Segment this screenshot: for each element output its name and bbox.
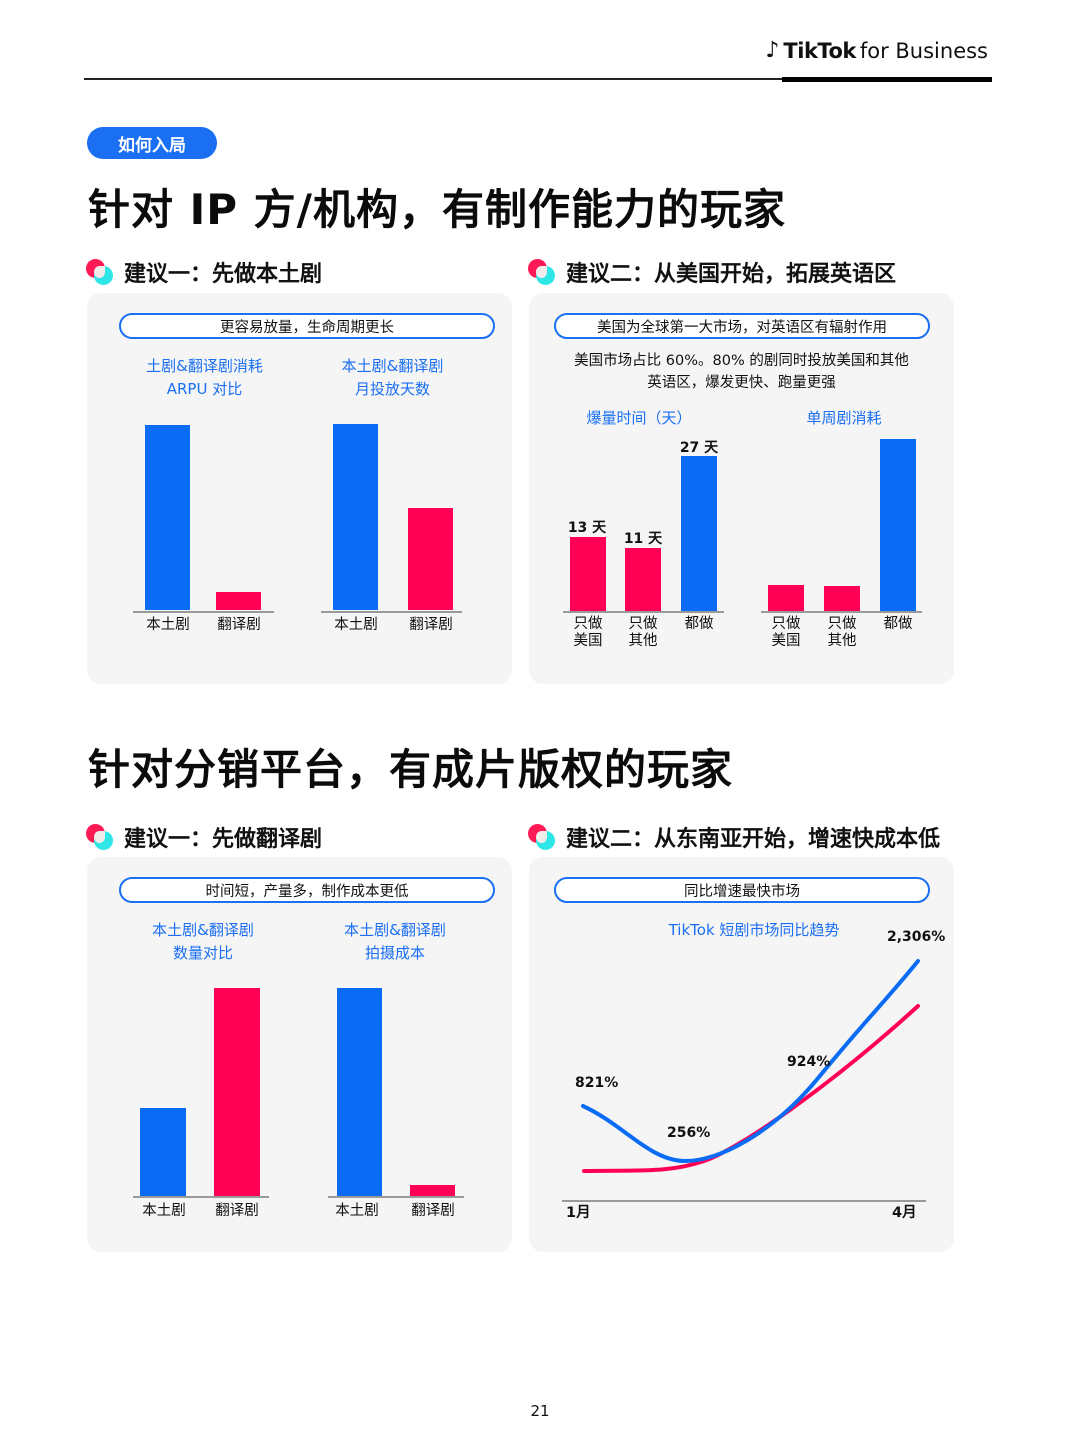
bar-local [145, 425, 190, 610]
heading-text: 建议一：先做翻译剧 [124, 827, 323, 852]
x-label: 翻译剧 [215, 1203, 259, 1219]
brand-name: TikTok [783, 38, 856, 63]
chart-title: 单周剧消耗 [806, 409, 882, 427]
section2-right-heading: 建议二：从东南亚开始，增速快成本低 [528, 821, 940, 853]
bar-both [681, 456, 717, 611]
bullet-circles-icon [86, 824, 114, 850]
x-label: 本土剧 [334, 617, 378, 633]
x-label: 翻译剧 [409, 617, 453, 633]
x-axis [133, 1196, 269, 1198]
value-label: 13 天 [567, 520, 607, 536]
section2-left-heading: 建议一：先做翻译剧 [86, 821, 322, 853]
x-label: 本土剧 [335, 1203, 379, 1219]
x-axis [563, 611, 724, 613]
chart-title: 爆量时间（天） [586, 409, 692, 427]
x-label: 本土剧 [142, 1203, 186, 1219]
card-banner: 美国为全球第一大市场，对英语区有辐射作用 [554, 313, 930, 339]
bar-other-only [824, 586, 860, 611]
tiktok-note-icon: ♪ [765, 38, 780, 63]
x-label: 都做 [684, 616, 714, 632]
card-banner: 更容易放量，生命周期更长 [119, 313, 495, 339]
bar-translated [408, 508, 453, 610]
page-number: 21 [530, 1402, 550, 1420]
bar-translated [214, 988, 260, 1196]
x-axis [321, 611, 462, 613]
card-us-market: 美国为全球第一大市场，对英语区有辐射作用 美国市场占比 60%。80% 的剧同时… [529, 293, 954, 684]
x-label: 只做 美国 [573, 616, 603, 649]
heading-text: 建议二：从东南亚开始，增速快成本低 [566, 827, 941, 852]
x-label: 只做 其他 [827, 616, 857, 649]
header-divider-accent [782, 77, 992, 82]
bar-local [140, 1108, 186, 1196]
data-label: 821% [575, 1075, 619, 1091]
value-label: 27 天 [679, 440, 719, 456]
x-label-start: 1月 [566, 1205, 591, 1221]
section1-title: 针对 IP 方/机构，有制作能力的玩家 [88, 185, 786, 234]
chart-title: 本土剧&翻译剧 月投放天数 [341, 357, 444, 398]
data-label: 924% [787, 1054, 831, 1070]
value-label: 11 天 [623, 531, 663, 547]
x-label: 都做 [883, 616, 913, 632]
x-axis [761, 611, 922, 613]
bullet-circles-icon [86, 259, 114, 285]
bar-us-only [768, 585, 804, 611]
x-label: 翻译剧 [411, 1203, 455, 1219]
brand-suffix: for Business [859, 38, 988, 63]
bullet-circles-icon [528, 824, 556, 850]
heading-text: 建议一：先做本土剧 [124, 262, 323, 287]
card-description: 美国市场占比 60%。80% 的剧同时投放美国和其他 英语区，爆发更快、跑量更强 [574, 353, 909, 391]
bar-translated [410, 1185, 455, 1196]
x-axis [328, 1196, 464, 1198]
section-tag: 如何入局 [87, 127, 217, 159]
bullet-circles-icon [528, 259, 556, 285]
bar-both [880, 439, 916, 611]
brand-logo: ♪ TikTok for Business [765, 38, 988, 63]
card-translated-drama: 时间短，产量多，制作成本更低 本土剧&翻译剧 数量对比 本土剧&翻译剧 拍摄成本 本… [87, 857, 512, 1252]
x-label: 翻译剧 [217, 617, 261, 633]
chart-title: 本土剧&翻译剧 数量对比 [152, 921, 254, 962]
data-label: 256% [667, 1125, 711, 1141]
x-label: 只做 其他 [628, 616, 658, 649]
section2-title: 针对分销平台，有成片版权的玩家 [88, 745, 734, 794]
x-axis [133, 611, 274, 613]
bar-translated [216, 592, 261, 610]
data-label: 2,306% [887, 929, 946, 945]
x-label-end: 4月 [892, 1205, 917, 1221]
bar-other-only [625, 548, 661, 611]
bar-local [337, 988, 382, 1196]
card-local-drama: 更容易放量，生命周期更长 土剧&翻译剧消耗 ARPU 对比 本土剧&翻译剧 月投放天… [87, 293, 512, 684]
chart-title: TikTok 短剧市场同比趋势 [668, 921, 840, 939]
bar-us-only [570, 537, 606, 611]
section1-left-heading: 建议一：先做本土剧 [86, 256, 322, 288]
x-label: 本土剧 [146, 617, 190, 633]
chart-title: 土剧&翻译剧消耗 ARPU 对比 [146, 357, 263, 398]
bar-local [333, 424, 378, 610]
card-banner: 同比增速最快市场 [554, 877, 930, 903]
card-banner: 时间短，产量多，制作成本更低 [119, 877, 495, 903]
x-label: 只做 美国 [771, 616, 801, 649]
trend-line-chart [562, 959, 926, 1202]
header-divider [84, 78, 992, 80]
section1-right-heading: 建议二：从美国开始，拓展英语区 [528, 256, 896, 288]
heading-text: 建议二：从美国开始，拓展英语区 [566, 262, 897, 287]
chart-title: 本土剧&翻译剧 拍摄成本 [344, 921, 446, 962]
card-sea-market: 同比增速最快市场 TikTok 短剧市场同比趋势 821% 256% 924% … [529, 857, 954, 1252]
